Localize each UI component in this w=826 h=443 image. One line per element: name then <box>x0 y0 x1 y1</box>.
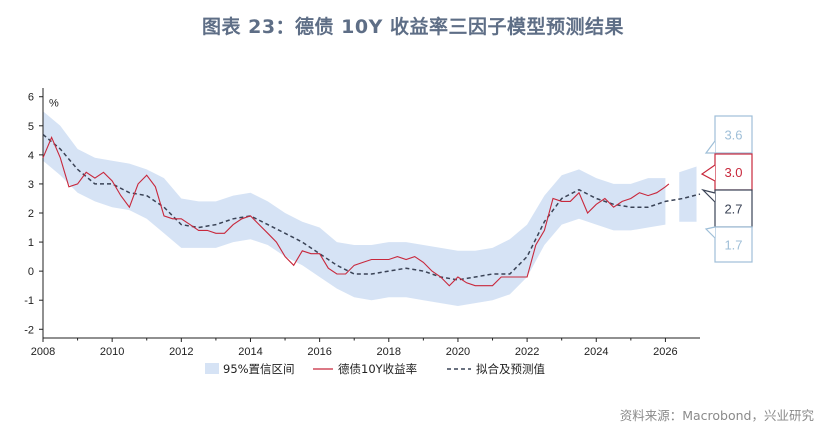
forecast-band <box>679 166 697 222</box>
source-note: 资料来源：Macrobond，兴业研究 <box>619 408 814 423</box>
y-tick-label: 5 <box>28 121 34 133</box>
x-tick-label: 2016 <box>307 346 331 358</box>
x-tick-label: 2026 <box>653 346 677 358</box>
y-tick-label: -1 <box>24 295 34 307</box>
legend: 95%置信区间 德债10Y收益率 拟合及预测值 <box>205 362 545 376</box>
fitted-forecast-line <box>42 133 701 281</box>
actual-yield-line <box>42 135 670 287</box>
callout-value-actual: 3.0 <box>724 165 742 180</box>
y-tick-label: -2 <box>24 324 34 336</box>
y-tick-label: 1 <box>28 237 34 249</box>
legend-swatch-band <box>205 363 219 374</box>
y-axis-unit: % <box>49 98 59 110</box>
callout-value-lower: 1.7 <box>724 238 742 253</box>
x-tick-label: 2024 <box>584 346 608 358</box>
axes: -2 -1 0 1 2 3 4 5 6 % 2008 2010 2012 2014 2016 2018 2020… <box>24 88 700 358</box>
legend-label-fitted: 拟合及预测值 <box>476 362 545 376</box>
callout-box-upper <box>714 115 753 154</box>
chart-title: 图表 23：德债 10Y 收益率三因子模型预测结果 <box>202 16 624 38</box>
callout-pointer-upper <box>704 140 716 154</box>
x-tick-label: 2018 <box>377 346 401 358</box>
x-tick-label: 2010 <box>100 346 124 358</box>
legend-label-band: 95%置信区间 <box>223 362 295 376</box>
confidence-band-layer <box>43 111 697 306</box>
confidence-band <box>43 111 666 306</box>
y-tick-label: 2 <box>28 208 34 220</box>
x-tick-label: 2020 <box>446 346 470 358</box>
callout-value-upper: 3.6 <box>724 128 742 143</box>
callout-pointer-lower <box>704 226 716 239</box>
callout-box-actual <box>714 153 753 191</box>
x-tick-label: 2008 <box>31 346 55 358</box>
y-tick-label: 6 <box>28 92 34 104</box>
y-tick-label: 4 <box>28 150 34 162</box>
callout-pointer-fitted <box>701 188 716 203</box>
y-tick-label: 0 <box>28 266 34 278</box>
x-tick-label: 2022 <box>515 346 539 358</box>
x-tick-label: 2014 <box>238 346 262 358</box>
series-lines <box>42 133 701 287</box>
callout-box-fitted <box>714 189 753 228</box>
callout-pointer-actual <box>700 164 716 182</box>
value-callouts: 3.6 3.0 2.7 1.7 <box>700 115 753 263</box>
callout-box-lower <box>714 226 753 263</box>
x-tick-label: 2012 <box>169 346 193 358</box>
callout-value-fitted: 2.7 <box>724 202 742 217</box>
y-tick-label: 3 <box>28 179 34 191</box>
legend-label-actual: 德债10Y收益率 <box>338 362 417 376</box>
